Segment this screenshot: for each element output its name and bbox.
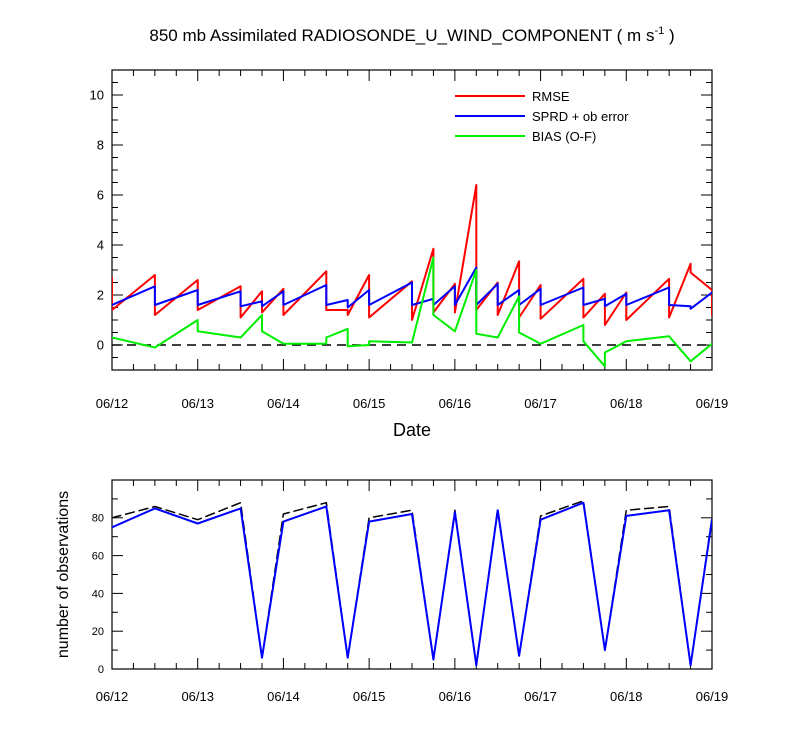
x-tick-label: 06/17 [524, 689, 557, 704]
series-rmse-line [112, 184, 712, 326]
x-tick-label: 06/15 [353, 689, 386, 704]
series-line-1-line [112, 501, 712, 667]
x-tick-label: 06/13 [181, 689, 214, 704]
x-tick-label: 06/16 [439, 396, 472, 411]
y-tick-label: 20 [92, 626, 104, 638]
chart-title-superscript: -1 [654, 25, 664, 37]
series-sprd-ob-error-line [112, 266, 712, 310]
series-group [112, 500, 712, 667]
x-tick-label: 06/18 [610, 689, 643, 704]
series-group [112, 184, 712, 368]
y-tick-label: 40 [92, 588, 104, 600]
chart-title-close: ) [664, 26, 674, 45]
x-axis-label: Date [393, 420, 431, 440]
y-tick-label: 80 [92, 513, 104, 525]
series-line-0-line [112, 500, 712, 666]
y-tick-label: 2 [97, 288, 104, 303]
x-tick-label: 06/13 [181, 396, 214, 411]
x-tick-label: 06/12 [96, 396, 129, 411]
legend-label: RMSE [532, 89, 570, 104]
plot-frame [111, 479, 713, 670]
bottom-plot-panel: 06/12 06/13 06/14 06/15 06/16 06/17 06/18 06/19… [55, 479, 729, 704]
x-tick-label: 06/12 [96, 689, 129, 704]
x-tick-label: 06/19 [696, 396, 729, 411]
top-plot-panel: 06/12 06/13 06/14 06/15 06/16 06/17 06/18 06/19… [90, 69, 729, 411]
chart-title-main: 850 mb Assimilated RADIOSONDE_U_WIND_COM… [149, 26, 654, 45]
series-bias-o-f-line [112, 256, 712, 368]
y-tick-label: 10 [90, 88, 104, 103]
y-tick-label: 0 [97, 338, 104, 353]
y-tick-label: 60 [92, 550, 104, 562]
x-tick-label: 06/15 [353, 396, 386, 411]
y-tick-label: 8 [97, 138, 104, 153]
x-tick-label: 06/16 [439, 689, 472, 704]
y-axis-label: number of observations [55, 491, 72, 658]
x-tick-label: 06/14 [267, 396, 300, 411]
y-tick-label: 0 [98, 664, 104, 676]
chart-title: 850 mb Assimilated RADIOSONDE_U_WIND_COM… [149, 25, 674, 45]
y-tick-label: 4 [97, 238, 104, 253]
x-tick-label: 06/19 [696, 689, 729, 704]
legend-label: BIAS (O-F) [532, 129, 596, 144]
legend-label: SPRD + ob error [532, 109, 629, 124]
x-tick-label: 06/14 [267, 689, 300, 704]
x-tick-label: 06/18 [610, 396, 643, 411]
y-tick-label: 6 [97, 188, 104, 203]
x-tick-label: 06/17 [524, 396, 557, 411]
